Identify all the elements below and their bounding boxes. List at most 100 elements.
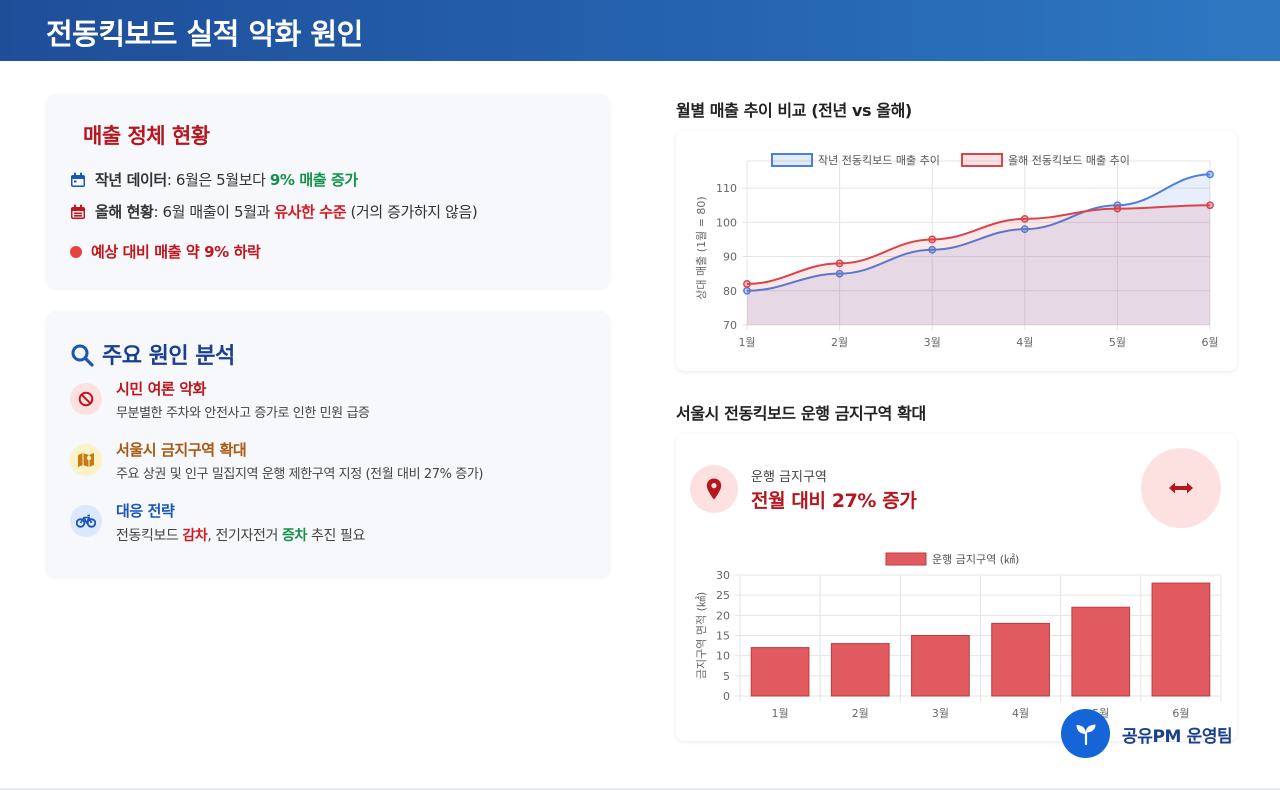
arrows-horizontal-icon	[1169, 482, 1193, 494]
map-pin-icon	[706, 478, 722, 500]
last-year-text: : 6월은 5월보다	[166, 171, 270, 189]
header-bar: 전동킥보드 실적 악화 원인	[0, 0, 1280, 61]
y-tick-label: 100	[716, 216, 737, 229]
series-point-1	[1206, 201, 1214, 210]
x-tick-label: 6월	[1201, 336, 1218, 349]
this-year-highlight: 유사한 수준	[274, 203, 347, 221]
last-year-highlight: 9% 매출 증가	[269, 171, 358, 189]
cause-title: 대응 전략	[116, 502, 175, 520]
strategy-desc-mid: , 전기자전거	[207, 528, 282, 544]
ban-icon	[78, 391, 94, 407]
x-tick-label: 2월	[831, 336, 848, 349]
y-tick-label: 70	[723, 319, 737, 332]
x-tick-label: 4월	[1012, 707, 1029, 720]
this-year-line: 올해 현황: 6월 매출이 5월과 유사한 수준 (거의 증가하지 않음)	[70, 201, 478, 222]
line-grid	[742, 160, 1211, 330]
team-name: 공유PM 운영팀	[1122, 727, 1233, 747]
y-tick-label: 5	[723, 670, 730, 683]
x-tick-label: 2월	[852, 707, 869, 720]
cause-desc: 주요 상권 및 인구 밀집지역 운행 제한구역 지정 (전월 대비 27% 증가…	[116, 467, 484, 482]
line-chart: 70 80 90 100 110 1월 2월 3월 4월 5월 6월 상대 매출 (1월 = 80) 작…	[695, 153, 1219, 349]
legend-swatch-1	[961, 153, 1003, 167]
calendar-icon	[71, 204, 85, 219]
this-year-suffix: (거의 증가하지 않음)	[346, 203, 478, 221]
ban-icon-circle	[70, 383, 102, 415]
calendar-icon	[71, 172, 85, 187]
x-tick-label: 4월	[1016, 336, 1033, 349]
strategy-desc-pre: 전동킥보드	[116, 528, 183, 544]
x-tick-label: 3월	[924, 336, 941, 349]
y-tick-label: 30	[716, 569, 730, 582]
seedling-icon	[1076, 724, 1095, 745]
line-chart-section-title: 월별 매출 추이 비교 (전년 vs 올해)	[676, 101, 912, 120]
strategy-reduce: 감차	[182, 528, 208, 544]
map-icon	[78, 453, 94, 467]
map-pin-icon-circle	[690, 465, 738, 513]
sales-status-card: 매출 정체 현황 작년 데이터: 6월은 5월보다 9% 매출 증가 올해 현황…	[46, 94, 610, 288]
series-point-1	[835, 259, 844, 268]
series-point-1	[1113, 204, 1122, 213]
series-point-1	[1020, 215, 1029, 223]
y-tick-label: 0	[723, 690, 730, 703]
series-point-0	[1206, 170, 1214, 179]
red-dot-icon	[70, 246, 82, 258]
causes-card: 주요 원인 분석 시민 여론 악화 무분별한 주차와 안전사고 증가로 인한 민…	[46, 311, 610, 577]
sales-status-title: 매출 정체 현황	[83, 124, 210, 148]
page-title: 전동킥보드 실적 악화 원인	[46, 17, 363, 51]
last-year-label: 작년 데이터	[95, 171, 167, 189]
series-point-1	[743, 280, 751, 288]
cause-desc: 무분별한 주차와 안전사고 증가로 인한 민원 급증	[116, 406, 370, 421]
series-point-0	[1020, 225, 1029, 234]
zone-section-title: 서울시 전동킥보드 운행 금지구역 확대	[676, 404, 926, 423]
bar	[911, 635, 970, 697]
series-line-1	[746, 204, 1211, 285]
series-area-1	[747, 205, 1210, 325]
arrows-icon-circle	[1141, 448, 1221, 528]
series-area-0	[747, 174, 1210, 325]
line-chart-card: 70 80 90 100 110 1월 2월 3월 4월 5월 6월 상대 매출 (1월 = 80) 작…	[676, 131, 1237, 371]
strategy-desc-post: 추진 필요	[306, 528, 365, 544]
last-year-line: 작년 데이터: 6월은 5월보다 9% 매출 증가	[70, 169, 358, 190]
legend-label: 운행 금지구역 (㎢)	[932, 553, 1019, 566]
x-tick-label: 3월	[932, 707, 949, 720]
zone-card: 운행 금지구역 전월 대비 27% 증가 0 5 10 15 20 25 30 1월 2월 3월 4…	[676, 434, 1237, 741]
legend-label-0: 작년 전동킥보드 매출 추이	[818, 154, 940, 167]
y-axis-label: 금지구역 면적 (㎢)	[695, 592, 708, 679]
bar	[991, 622, 1050, 697]
legend-swatch-0	[771, 153, 813, 167]
map-icon-circle	[70, 444, 102, 476]
cause-title: 시민 여론 악화	[116, 380, 207, 398]
zone-stat-label: 운행 금지구역	[751, 470, 827, 485]
cause-desc: 전동킥보드 감차, 전기자전거 증차 추진 필요	[116, 525, 365, 545]
this-year-text: : 6월 매출이 5월과	[153, 203, 275, 221]
bar	[750, 647, 810, 697]
legend-label-1: 올해 전동킥보드 매출 추이	[1008, 153, 1130, 167]
bicycle-icon-circle	[70, 505, 102, 537]
causes-title-text: 주요 원인 분석	[102, 344, 235, 369]
y-tick-label: 80	[723, 285, 737, 298]
sales-alert-text: 예상 대비 매출 약 9% 하락	[91, 243, 261, 261]
series-point-0	[928, 245, 937, 254]
legend-swatch	[885, 552, 927, 566]
series-point-0	[835, 269, 844, 278]
zone-stat-value: 전월 대비 27% 증가	[751, 490, 917, 512]
x-tick-label: 6월	[1172, 707, 1189, 720]
bar	[1071, 606, 1131, 697]
series-point-1	[928, 235, 937, 244]
causes-title: 주요 원인 분석	[70, 338, 235, 370]
strategy-increase: 증차	[281, 528, 307, 544]
bicycle-icon	[76, 514, 96, 528]
y-tick-label: 90	[723, 251, 737, 264]
y-tick-label: 15	[716, 630, 730, 643]
y-tick-label: 110	[716, 182, 737, 195]
x-tick-label: 1월	[738, 336, 755, 349]
y-tick-label: 20	[716, 609, 730, 622]
y-axis-label: 상대 매출 (1월 = 80)	[695, 196, 708, 299]
cause-title: 서울시 금지구역 확대	[116, 441, 247, 459]
bar	[1151, 582, 1211, 697]
y-tick-label: 10	[716, 650, 730, 663]
sales-alert-line: 예상 대비 매출 약 9% 하락	[70, 241, 261, 262]
x-tick-label: 1월	[772, 707, 789, 720]
x-tick-label: 5월	[1109, 336, 1126, 349]
seedling-icon-circle	[1061, 709, 1110, 758]
